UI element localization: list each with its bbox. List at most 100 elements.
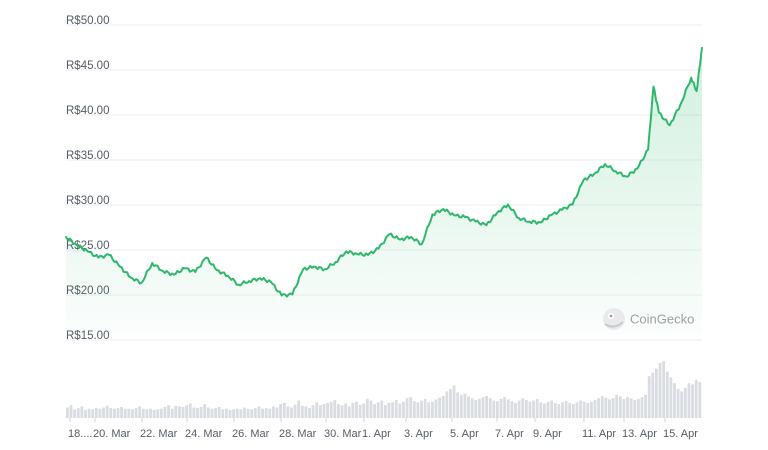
x-tick-label: 30. Mar [324, 428, 362, 440]
volume-bar [514, 402, 517, 418]
volume-bar [506, 399, 510, 418]
x-tick-label: 7. Apr [495, 428, 524, 440]
volume-bar [535, 398, 539, 418]
x-axis-ticks: 18.... 20. Mar 22. Mar 24. Mar 26. Mar 28. Ma… [68, 418, 698, 440]
volume-bar [167, 405, 170, 418]
volume-bar [127, 408, 131, 418]
volume-bar [149, 408, 152, 418]
volume-bar [680, 391, 684, 418]
volume-bar [626, 397, 629, 418]
volume-bar [459, 394, 463, 418]
volume-bar [170, 408, 174, 418]
volume-bars [66, 361, 702, 418]
volume-bar [557, 404, 561, 418]
volume-bar [503, 397, 507, 418]
volume-bar [214, 408, 217, 418]
volume-bar [477, 398, 481, 418]
volume-bar [687, 383, 691, 418]
volume-bar [203, 404, 207, 418]
y-tick-label: R$50.00 [66, 15, 109, 27]
volume-bar [181, 406, 185, 418]
volume-bar [188, 403, 192, 418]
y-tick-label: R$30.00 [66, 195, 109, 207]
volume-bar [243, 407, 246, 418]
volume-bar [582, 401, 586, 418]
volume-bar [293, 404, 297, 418]
volume-bar [239, 409, 243, 418]
volume-bar [159, 408, 163, 418]
volume-bar [145, 409, 149, 418]
price-line [65, 46, 703, 298]
volume-bar [178, 406, 181, 418]
volume-bar [369, 400, 373, 418]
volume-bar [600, 395, 604, 418]
coingecko-brand-label: CoinGecko [630, 312, 694, 327]
volume-bar [409, 397, 413, 418]
volume-bar [575, 402, 579, 418]
volume-bar [192, 407, 196, 418]
volume-bar [376, 402, 380, 418]
volume-bar [561, 402, 564, 418]
volume-bar [683, 387, 687, 418]
volume-bar [206, 407, 210, 418]
volume-bar [571, 404, 575, 418]
volume-bar [131, 409, 134, 418]
volume-bar [235, 408, 239, 418]
volume-bar [412, 401, 416, 418]
volume-bar [185, 405, 189, 418]
volume-bar [253, 408, 257, 418]
volume-bar [647, 376, 651, 418]
volume-bar [553, 402, 557, 418]
volume-bar [109, 408, 113, 418]
volume-bar [644, 394, 647, 418]
volume-bar [257, 406, 261, 418]
y-tick-label: R$45.00 [66, 60, 109, 72]
volume-bar [568, 402, 572, 418]
volume-bar [311, 405, 315, 418]
volume-bar [373, 404, 376, 418]
volume-bar [517, 400, 521, 418]
volume-bar [387, 402, 391, 418]
volume-bar [84, 409, 87, 418]
volume-bar [351, 402, 355, 418]
volume-bar [232, 409, 236, 418]
volume-bar [290, 407, 293, 418]
volume-bar [73, 409, 77, 418]
volume-bar [282, 402, 286, 418]
volume-bar [405, 398, 409, 418]
volume-bar [225, 408, 228, 418]
volume-bar [152, 409, 156, 418]
volume-bar [492, 400, 496, 418]
volume-bar [456, 392, 460, 418]
volume-bar [694, 379, 698, 418]
x-tick-label: 28. Mar [279, 428, 317, 440]
volume-bar [102, 407, 105, 418]
volume-bar [358, 404, 362, 418]
volume-bar [488, 398, 492, 418]
volume-bar [326, 402, 329, 418]
volume-bar [629, 398, 633, 418]
volume-bar [163, 406, 167, 418]
volume-bar [279, 404, 283, 418]
volume-bar [398, 403, 402, 418]
volume-bar [138, 406, 142, 418]
volume-bar [423, 398, 427, 418]
volume-bar [441, 395, 445, 418]
volume-bar [329, 401, 333, 418]
volume-bar [452, 385, 456, 418]
volume-bar [698, 382, 702, 418]
volume-bar [676, 389, 680, 418]
volume-bar [539, 402, 543, 418]
volume-bar [333, 400, 337, 418]
volume-bar [640, 397, 644, 418]
gecko-logo-icon [603, 308, 625, 330]
volume-bar [156, 409, 160, 418]
volume-bar [622, 398, 626, 418]
volume-bar [344, 403, 348, 418]
volume-bar [434, 399, 438, 418]
volume-bar [651, 372, 655, 418]
volume-bar [80, 406, 84, 418]
volume-bar [608, 399, 611, 418]
volume-bar [123, 408, 127, 418]
volume-bar [347, 406, 351, 418]
